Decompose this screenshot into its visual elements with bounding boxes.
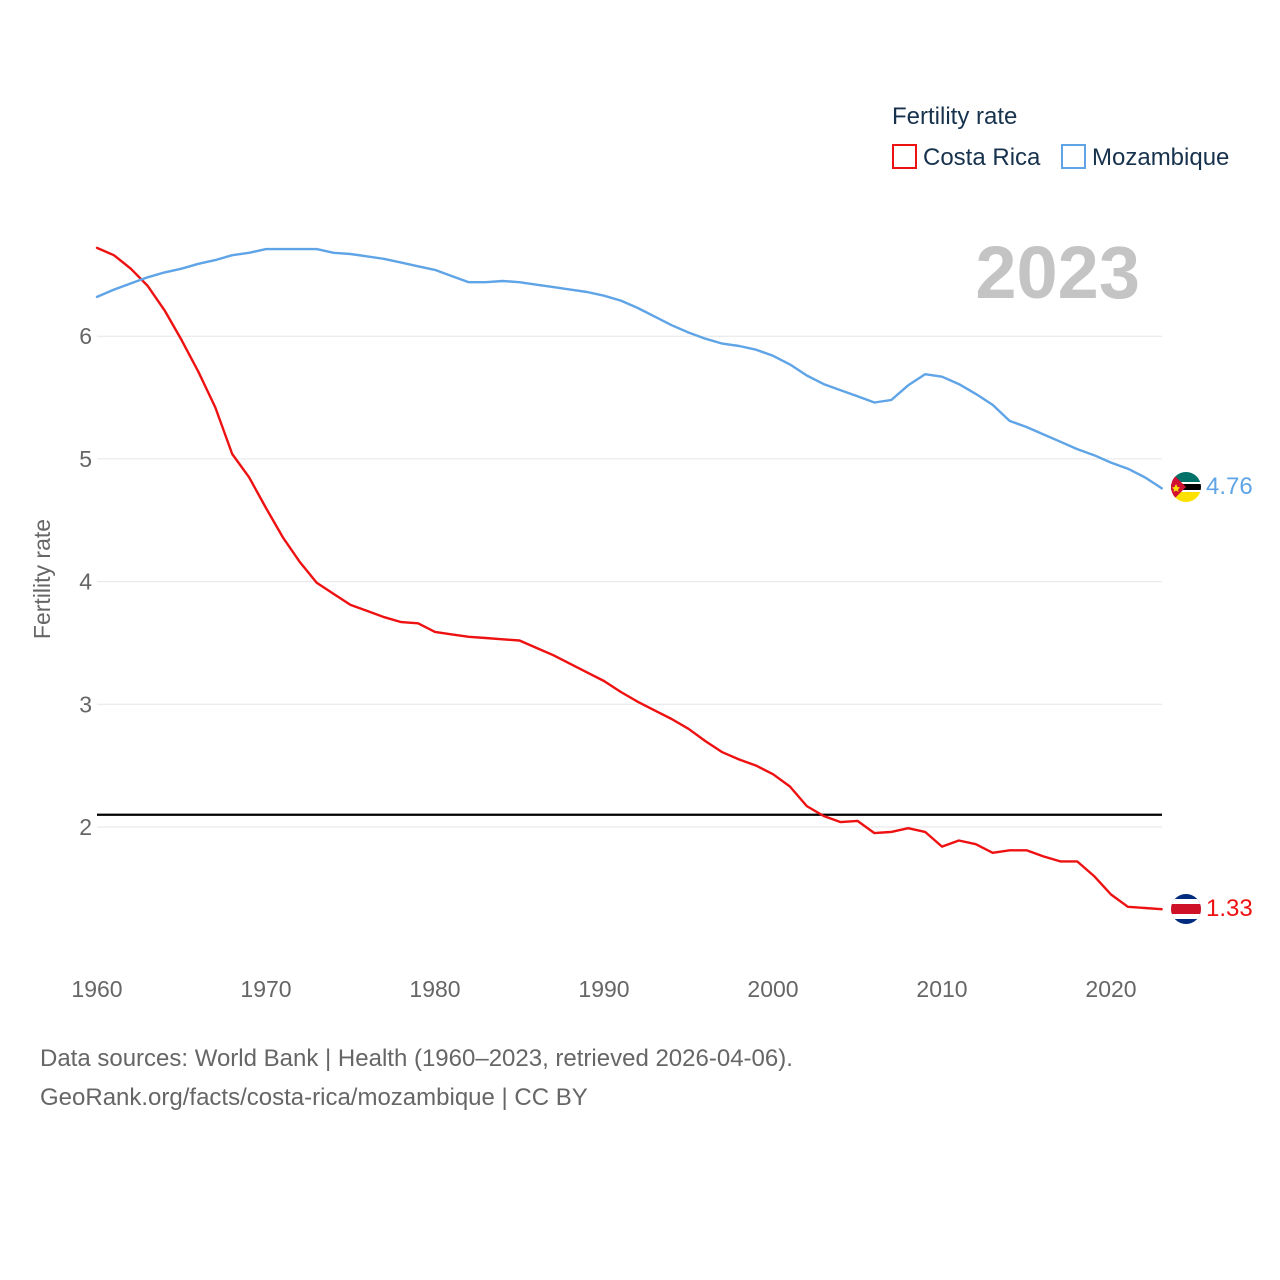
- y-axis-title: Fertility rate: [29, 519, 55, 639]
- x-tick-label-2000: 2000: [747, 976, 798, 1002]
- costa-rica-flag-icon: [1171, 894, 1201, 924]
- legend-title: Fertility rate: [892, 103, 1017, 130]
- y-tick-label-5: 5: [79, 446, 92, 472]
- y-tick-label-3: 3: [79, 691, 92, 717]
- legend-swatch-costa-rica[interactable]: [892, 144, 917, 169]
- legend[interactable]: Fertility rate Costa Rica Mozambique: [892, 103, 1229, 171]
- x-tick-label-2010: 2010: [916, 976, 967, 1002]
- y-axis-ticks: 2 3 4 5 6: [79, 323, 92, 840]
- y-tick-label-4: 4: [79, 569, 92, 595]
- x-axis-ticks: 1960 1970 1980 1990 2000 2010 2020: [71, 976, 1136, 1002]
- x-tick-label-1970: 1970: [240, 976, 291, 1002]
- legend-swatch-mozambique[interactable]: [1061, 144, 1086, 169]
- series-lines: [95, 246, 1163, 911]
- legend-label-mozambique[interactable]: Mozambique: [1092, 144, 1229, 171]
- x-tick-label-1980: 1980: [409, 976, 460, 1002]
- end-value-mozambique: 4.76: [1206, 473, 1253, 500]
- x-tick-label-1960: 1960: [71, 976, 122, 1002]
- footer-source: Data sources: World Bank | Health (1960–…: [40, 1045, 793, 1072]
- x-tick-label-1990: 1990: [578, 976, 629, 1002]
- series-line-mozambique[interactable]: [95, 247, 1163, 490]
- legend-label-costa-rica[interactable]: Costa Rica: [923, 144, 1041, 171]
- year-label: 2023: [975, 231, 1140, 314]
- mozambique-flag-icon: [1171, 472, 1201, 502]
- y-tick-label-6: 6: [79, 323, 92, 349]
- x-tick-label-2020: 2020: [1085, 976, 1136, 1002]
- series-line-costa-rica[interactable]: [95, 246, 1163, 911]
- footer-attribution[interactable]: GeoRank.org/facts/costa-rica/mozambique …: [40, 1084, 588, 1111]
- y-tick-label-2: 2: [79, 814, 92, 840]
- end-value-costa-rica: 1.33: [1206, 895, 1253, 922]
- grid-lines: [97, 335, 1162, 828]
